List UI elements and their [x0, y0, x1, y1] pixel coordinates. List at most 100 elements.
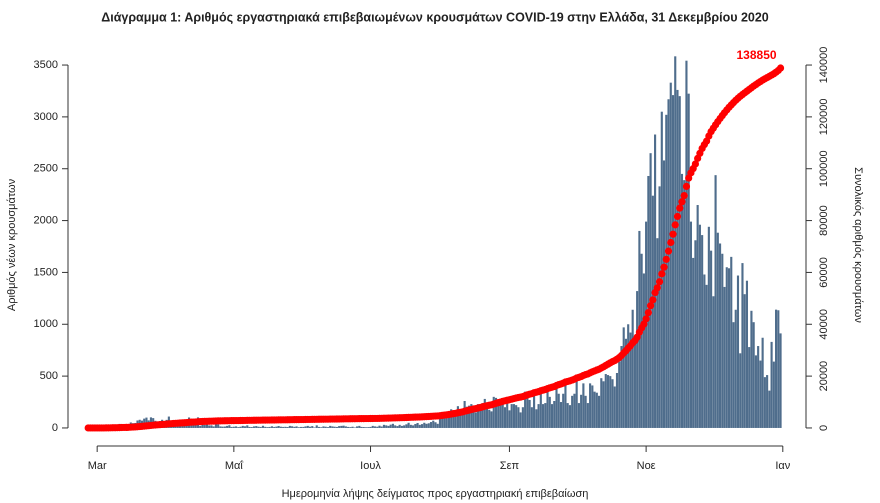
bar	[293, 426, 296, 428]
bar	[712, 296, 715, 428]
bar	[600, 378, 603, 428]
bar	[730, 256, 733, 428]
bar	[611, 379, 614, 428]
cumulative-point	[644, 308, 652, 317]
bar	[259, 426, 262, 428]
bar	[400, 425, 403, 428]
bar	[694, 240, 697, 428]
bar	[241, 425, 244, 428]
bar	[550, 404, 554, 428]
bar	[772, 361, 775, 428]
bar	[768, 390, 771, 428]
bar	[533, 389, 536, 428]
bar	[546, 391, 549, 428]
bar	[490, 411, 493, 428]
bar	[407, 422, 410, 428]
bar	[662, 160, 666, 428]
bar	[275, 426, 278, 428]
bar	[349, 427, 352, 428]
bar	[382, 424, 386, 428]
bar	[586, 403, 589, 428]
bar	[351, 426, 354, 428]
bar	[577, 403, 580, 428]
bar	[362, 427, 365, 428]
bar	[521, 407, 524, 428]
bar	[414, 424, 417, 428]
y2-tick-label: 140000	[818, 47, 830, 84]
bar	[725, 267, 728, 428]
bar	[481, 403, 484, 428]
bar	[750, 310, 753, 428]
bar	[499, 405, 502, 428]
bar	[506, 403, 509, 428]
bar	[223, 426, 226, 428]
bar	[696, 205, 699, 428]
bar	[501, 398, 504, 428]
bar	[566, 403, 569, 428]
y-tick-label: 3000	[34, 111, 58, 123]
bar	[687, 93, 690, 428]
y-tick-label: 0	[52, 422, 58, 434]
bar	[674, 56, 677, 428]
bar	[736, 275, 740, 428]
y2-tick-label: 0	[818, 425, 830, 431]
bar	[277, 425, 280, 428]
bar	[219, 426, 222, 428]
bar	[412, 425, 415, 428]
bar	[654, 134, 657, 428]
bar	[528, 399, 531, 428]
bar	[441, 416, 444, 428]
bar	[423, 422, 426, 428]
bar	[568, 405, 572, 428]
bar	[261, 425, 265, 428]
cumulative-point	[669, 230, 677, 238]
bar	[329, 425, 332, 428]
bar	[647, 175, 650, 428]
x-axis-label: Ημερομηνία λήψης δείγματος προς εργαστηρ…	[282, 488, 589, 500]
bar	[727, 268, 731, 428]
bar	[304, 426, 307, 428]
bar	[228, 425, 231, 428]
y2-tick-label: 80000	[818, 205, 830, 236]
x-tick-label: Ιαν	[775, 460, 790, 472]
bar	[391, 423, 394, 428]
bar	[775, 309, 778, 428]
bar	[311, 426, 314, 428]
bar	[394, 425, 397, 428]
bar	[477, 404, 480, 428]
bar	[618, 361, 621, 428]
bar	[250, 427, 253, 428]
bar	[488, 409, 491, 428]
bar	[217, 424, 220, 428]
bar	[266, 427, 269, 428]
cumulative-point	[673, 212, 682, 221]
bar	[387, 425, 390, 428]
bar	[369, 426, 372, 428]
bar	[718, 243, 722, 428]
cumulative-point	[655, 278, 664, 286]
bar	[777, 310, 780, 428]
bar	[680, 173, 684, 428]
bar	[252, 426, 256, 428]
bar	[763, 377, 766, 428]
bar	[483, 398, 486, 428]
bar	[562, 393, 565, 428]
bar	[326, 427, 330, 428]
bar	[757, 346, 760, 428]
bar	[636, 291, 639, 428]
bar	[452, 412, 455, 428]
cumulative-point	[664, 247, 673, 255]
cumulative-point	[680, 191, 688, 200]
bar	[425, 423, 428, 428]
bar	[420, 424, 424, 428]
bar	[320, 427, 323, 428]
bar	[629, 332, 632, 428]
bar	[376, 426, 379, 428]
cumulative-point	[776, 64, 785, 72]
bar	[438, 417, 442, 428]
bar	[671, 95, 675, 428]
bar	[593, 391, 596, 428]
bar	[443, 415, 446, 428]
bar	[754, 355, 757, 428]
bar	[371, 425, 374, 428]
